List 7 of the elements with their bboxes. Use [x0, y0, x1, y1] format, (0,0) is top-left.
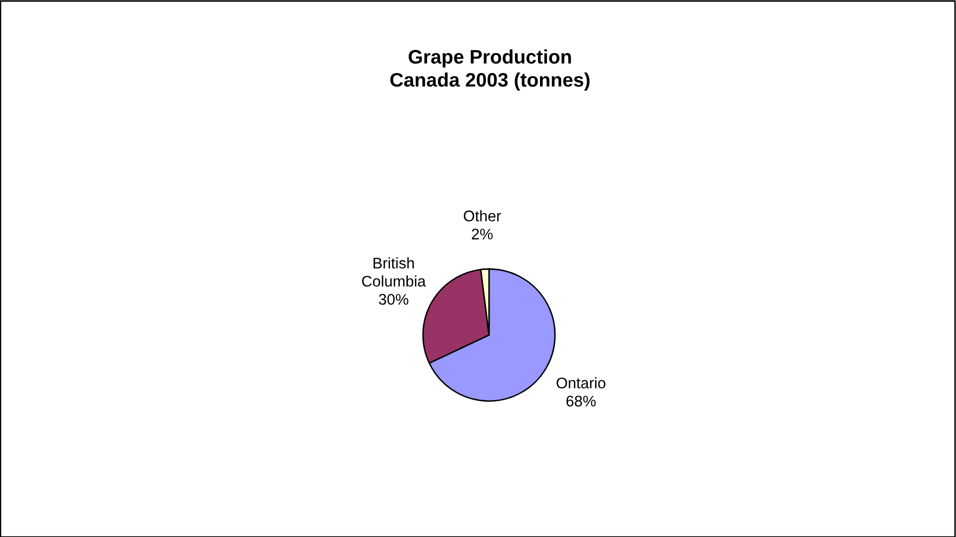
chart-title: Grape Production Canada 2003 (tonnes) — [390, 49, 590, 91]
slice-label: British Columbia — [362, 257, 426, 287]
slice-label: Ontario — [556, 377, 606, 388]
data-label: 2% — [472, 228, 493, 240]
slice-label: Other — [464, 210, 502, 222]
data-label: 68% — [566, 396, 596, 407]
data-label: 30% — [378, 294, 408, 305]
